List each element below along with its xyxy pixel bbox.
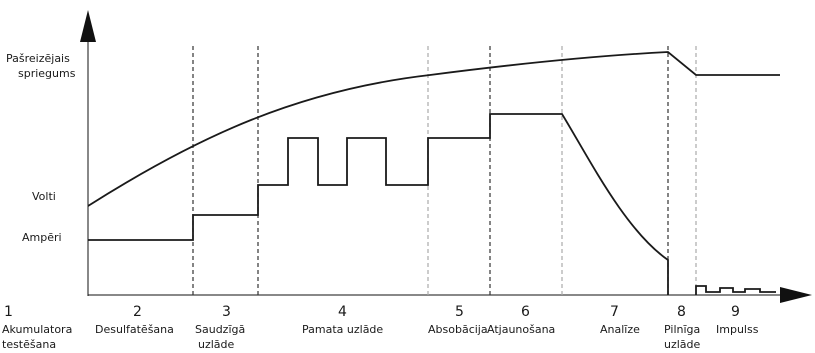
instant-voltage-label: Pašreizējais — [6, 52, 70, 65]
stage-3-label: Saudzīgā — [195, 323, 245, 336]
amperes-label: Ampēri — [22, 231, 62, 244]
stage-8-label: Pilnīga — [664, 323, 700, 336]
stage-4-label: Pamata uzlāde — [302, 323, 383, 336]
current-curve — [88, 113, 776, 295]
stage-1-label: Akumulatora — [2, 323, 72, 336]
stage-1-label-2: testēšana — [2, 338, 56, 351]
y-axis-arrow — [80, 10, 96, 42]
stage-8-label-2: uzlāde — [664, 338, 701, 351]
instant-voltage-label-2: spriegums — [18, 67, 76, 80]
stage-9-number: 9 — [731, 304, 740, 320]
stage-4-number: 4 — [338, 304, 347, 320]
stage-3-label-2: uzlāde — [198, 338, 235, 351]
voltage-curve — [87, 51, 780, 207]
stage-2-number: 2 — [133, 304, 142, 320]
stage-6-number: 6 — [521, 304, 530, 320]
volts-label: Volti — [32, 190, 56, 203]
stage-numbers: 1 2 3 4 5 6 7 8 9 — [4, 304, 740, 320]
stage-2-label: Desulfatēšana — [95, 323, 174, 336]
stage-7-label: Analīze — [600, 323, 640, 336]
stage-1-number: 1 — [4, 304, 13, 320]
stage-5-label: Absobācija — [428, 323, 488, 336]
stage-dividers — [192, 46, 697, 295]
stage-6-label: Atjaunošana — [487, 323, 555, 336]
stage-5-number: 5 — [455, 304, 464, 320]
stage-labels: Akumulatora testēšana Desulfatēšana Saud… — [2, 323, 759, 351]
stage-7-number: 7 — [610, 304, 619, 320]
stage-9-label: Impulss — [716, 323, 759, 336]
stage-3-number: 3 — [222, 304, 231, 320]
stage-8-number: 8 — [677, 304, 686, 320]
x-axis-arrow — [780, 287, 812, 303]
